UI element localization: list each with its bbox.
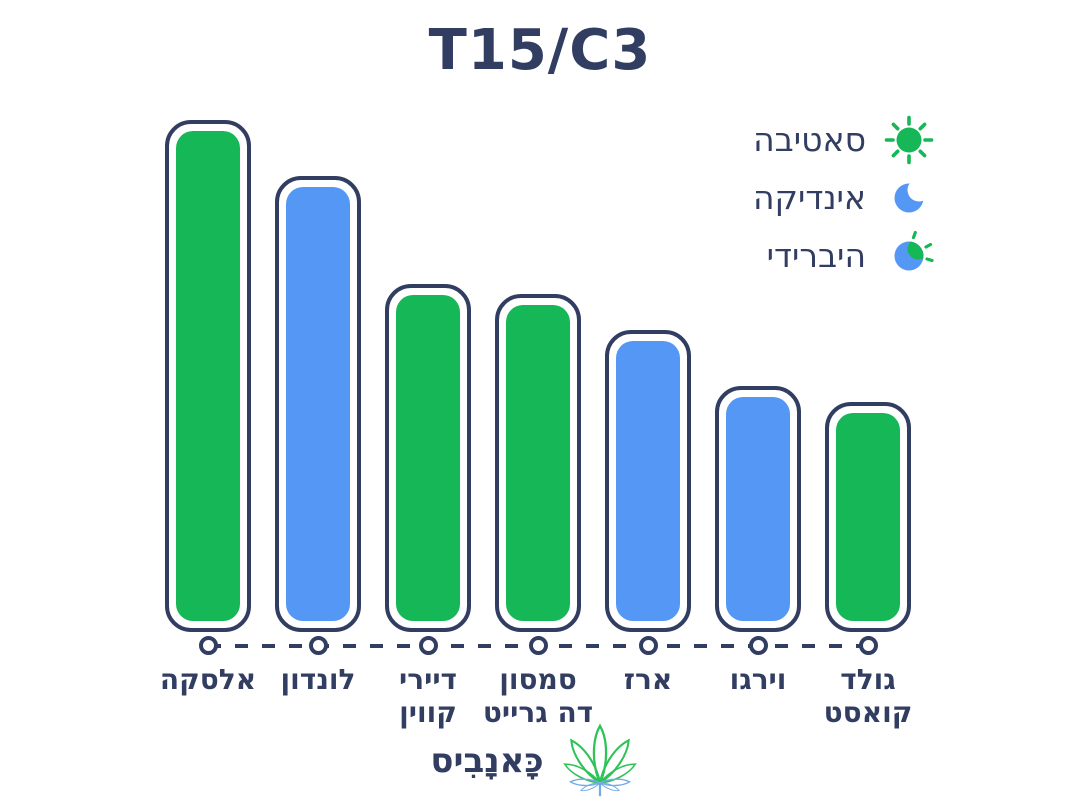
moon-icon bbox=[882, 171, 936, 225]
category-label: ארז bbox=[605, 663, 691, 729]
axis-marker-dot bbox=[748, 636, 768, 655]
legend-item-hybrid: היברידי bbox=[767, 228, 936, 283]
category-label-line: אלסקה bbox=[159, 663, 257, 696]
chart-title: T15/C3 bbox=[428, 18, 652, 83]
category-label: גולד קואסט bbox=[823, 663, 913, 729]
sun-icon bbox=[882, 113, 936, 167]
bar-fill bbox=[836, 413, 900, 621]
axis-marker-slot bbox=[495, 636, 581, 655]
bar-5 bbox=[605, 330, 691, 632]
sun-moon-icon bbox=[882, 229, 936, 283]
bar-fill bbox=[286, 187, 350, 621]
category-label: וירגו bbox=[715, 663, 801, 729]
category-label-line: דה גרייט bbox=[482, 696, 594, 729]
category-label-line: קווין bbox=[399, 696, 457, 729]
category-label-line: לונדון bbox=[280, 663, 356, 696]
axis-marker-slot bbox=[825, 636, 911, 655]
brand-logo-text: כָּאנָבִיס bbox=[430, 741, 544, 781]
bar-7 bbox=[825, 402, 911, 632]
axis-marker-slot bbox=[275, 636, 361, 655]
bar-3 bbox=[385, 284, 471, 632]
category-label: דיירי קווין bbox=[385, 663, 471, 729]
brand-logo: כָּאנָבִיס bbox=[0, 722, 1080, 800]
bar-fill bbox=[726, 397, 790, 621]
axis-marker-dot bbox=[308, 636, 328, 655]
category-label-line: וירגו bbox=[729, 663, 787, 696]
category-label: אלסקה bbox=[160, 663, 256, 729]
cannabis-leaf-icon bbox=[550, 722, 650, 800]
category-label-line: קואסט bbox=[823, 696, 913, 729]
legend-label-sativa: סאטיבה bbox=[753, 120, 866, 159]
bar-fill bbox=[506, 305, 570, 621]
axis-marker-slot bbox=[715, 636, 801, 655]
legend-label-hybrid: היברידי bbox=[766, 236, 866, 275]
axis-markers-row bbox=[165, 636, 911, 655]
bar-fill bbox=[176, 131, 240, 621]
axis-marker-dot bbox=[418, 636, 438, 655]
bar-4 bbox=[495, 294, 581, 632]
legend-label-indica: אינדיקה bbox=[752, 178, 866, 217]
axis-marker-dot bbox=[858, 636, 878, 655]
category-labels-row: אלסקה לונדון דיירי קווין סמסון דה גרייט ארז ויר… bbox=[160, 663, 913, 729]
bar-6 bbox=[715, 386, 801, 632]
axis-marker-dot bbox=[638, 636, 658, 655]
legend: סאטיבה אינדיקה bbox=[753, 112, 936, 283]
bar-fill bbox=[616, 341, 680, 621]
axis-marker-slot bbox=[605, 636, 691, 655]
category-label: סמסון דה גרייט bbox=[483, 663, 593, 729]
category-label-line: גולד bbox=[840, 663, 896, 696]
bar-fill bbox=[396, 295, 460, 621]
axis-marker-slot bbox=[165, 636, 251, 655]
bar-1 bbox=[165, 120, 251, 632]
bar-2 bbox=[275, 176, 361, 632]
axis-marker-dot bbox=[198, 636, 218, 655]
category-label-line: דיירי bbox=[398, 663, 458, 696]
category-label-line: סמסון bbox=[499, 663, 577, 696]
axis-marker-slot bbox=[385, 636, 471, 655]
category-label: לונדון bbox=[275, 663, 361, 729]
bars-row bbox=[165, 120, 911, 632]
axis-marker-dot bbox=[528, 636, 548, 655]
legend-item-sativa: סאטיבה bbox=[753, 112, 936, 167]
legend-item-indica: אינדיקה bbox=[753, 170, 936, 225]
category-label-line: ארז bbox=[623, 663, 673, 696]
